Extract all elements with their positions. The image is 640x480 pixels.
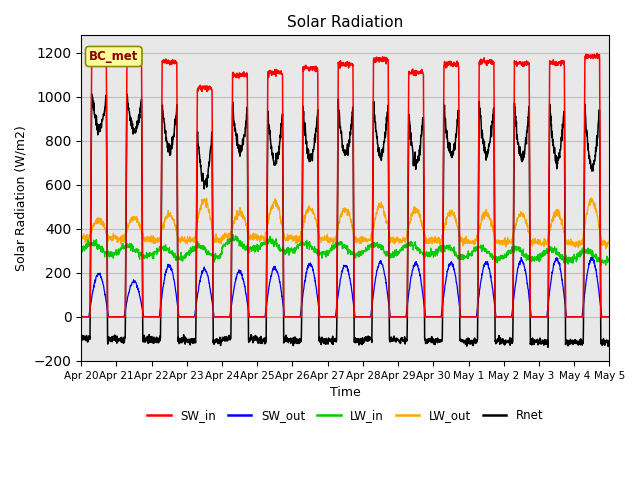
LW_in [372,242,380,248]
LW_in [597,263,605,268]
Rnet [574,338,582,344]
Rnet [88,91,95,97]
LW_in [225,240,232,246]
Rnet [499,338,506,344]
Rnet [372,129,380,134]
SW_out [77,314,85,320]
Line: LW_out: LW_out [81,198,609,249]
SW_in [360,314,368,320]
Legend: SW_in, SW_out, LW_in, LW_out, Rnet: SW_in, SW_out, LW_in, LW_out, Rnet [143,404,548,427]
SW_in [77,314,85,320]
LW_out [499,241,506,247]
SW_in [605,314,613,320]
SW_in [573,314,581,320]
LW_out [602,246,609,252]
SW_out [573,314,581,320]
LW_out [605,241,613,247]
LW_out [360,236,368,242]
Rnet [225,336,232,342]
SW_in [225,314,232,320]
LW_out [588,195,596,201]
Line: SW_out: SW_out [81,257,609,317]
Rnet [360,339,368,345]
SW_out [559,283,567,289]
SW_out [372,275,380,280]
LW_in [559,256,567,262]
SW_out [360,314,368,320]
LW_out [559,223,566,228]
LW_in [605,256,613,262]
Rnet [77,335,85,340]
Title: Solar Radiation: Solar Radiation [287,15,403,30]
Line: SW_in: SW_in [81,53,609,317]
SW_in [499,314,506,320]
LW_in [229,231,237,237]
SW_out [499,314,506,320]
Line: Rnet: Rnet [81,94,609,347]
SW_in [593,50,601,56]
LW_in [573,251,581,256]
SW_out [518,254,525,260]
Text: BC_met: BC_met [89,50,138,63]
SW_in [372,58,380,64]
Y-axis label: Solar Radiation (W/m2): Solar Radiation (W/m2) [15,125,28,271]
LW_out [77,235,85,240]
LW_in [360,248,368,253]
LW_out [372,214,380,220]
SW_in [559,58,566,63]
SW_out [225,314,232,320]
Line: LW_in: LW_in [81,234,609,265]
LW_out [225,230,232,236]
Rnet [559,121,567,127]
LW_in [499,255,506,261]
Rnet [544,344,552,350]
X-axis label: Time: Time [330,386,360,399]
LW_in [77,251,85,256]
Rnet [605,340,613,346]
SW_out [605,314,613,320]
LW_out [573,241,581,247]
